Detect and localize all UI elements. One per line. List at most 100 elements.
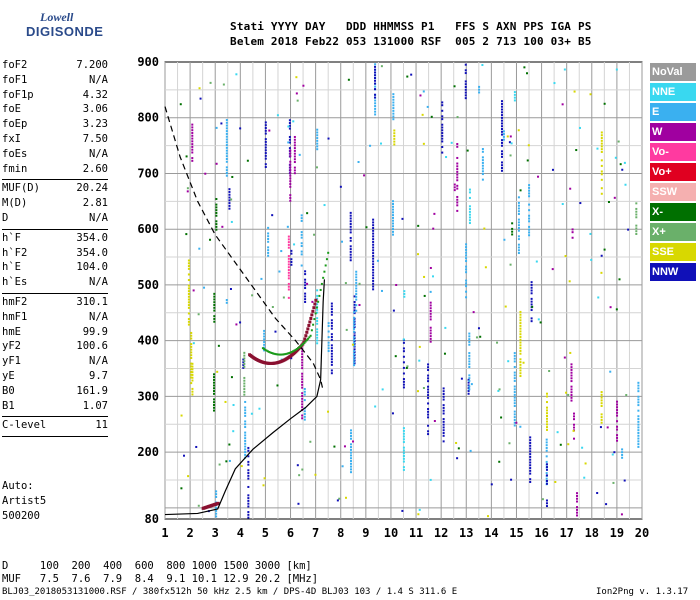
echo-point	[545, 482, 548, 485]
echo-point	[295, 76, 298, 79]
echo-point	[468, 208, 471, 211]
echo-point	[442, 412, 445, 415]
x-trace-point	[327, 251, 330, 254]
x-tick-label: 17	[559, 526, 573, 540]
echo-point	[441, 126, 444, 129]
echo-point	[287, 255, 290, 258]
echo-point	[528, 203, 531, 206]
echo-point	[262, 484, 265, 487]
echo-point	[500, 114, 503, 117]
echo-point	[450, 141, 453, 144]
echo-point	[519, 333, 522, 336]
echo-point	[519, 369, 522, 372]
x-trace-point	[271, 352, 274, 355]
echo-point	[519, 375, 522, 378]
x-trace-point	[275, 353, 278, 356]
parameter-name: M(D)	[2, 197, 28, 210]
echo-point	[513, 377, 516, 380]
echo-point	[502, 133, 505, 136]
echo-point	[225, 155, 228, 158]
echo-point	[589, 93, 592, 96]
parameter-value: N/A	[89, 211, 108, 224]
echo-point	[519, 310, 522, 313]
echo-point	[372, 268, 375, 271]
echo-point	[545, 444, 548, 447]
echo-point	[635, 210, 638, 213]
echo-point	[225, 301, 228, 304]
echo-point	[349, 248, 352, 251]
parameter-row: B1 1.07	[2, 399, 108, 414]
echo-point	[349, 460, 352, 463]
echo-point	[513, 405, 516, 408]
o-trace-point	[309, 316, 313, 320]
auto-program: Artist5	[2, 495, 47, 507]
echo-point	[349, 259, 352, 262]
x-trace-point	[285, 352, 288, 355]
echo-point	[243, 351, 246, 354]
echo-point	[287, 271, 290, 274]
echo-point	[287, 235, 290, 238]
echo-point	[372, 240, 375, 243]
echo-point	[300, 253, 303, 256]
echo-point	[349, 239, 352, 242]
o-trace-point	[303, 337, 307, 341]
o-trace-point	[310, 313, 314, 317]
echo-point	[289, 155, 292, 158]
echo-point	[502, 138, 505, 141]
echo-point	[427, 410, 430, 413]
echo-point	[427, 396, 430, 399]
echo-point	[603, 102, 606, 105]
echo-point	[513, 421, 516, 424]
echo-point	[456, 145, 459, 148]
echo-point	[545, 441, 548, 444]
echo-point	[504, 305, 507, 308]
echo-point	[230, 198, 233, 201]
echo-point	[304, 295, 307, 298]
echo-point	[402, 378, 405, 381]
echo-point	[483, 227, 486, 230]
echo-point	[264, 163, 267, 166]
echo-point	[220, 122, 223, 125]
echo-point	[330, 333, 333, 336]
echo-point	[513, 413, 516, 416]
echo-point	[500, 133, 503, 136]
echo-point	[186, 190, 189, 193]
echo-point	[242, 364, 245, 367]
echo-point	[355, 284, 358, 287]
echo-point	[468, 343, 471, 346]
echo-point	[571, 236, 574, 239]
echo-point	[301, 378, 304, 381]
echo-point	[467, 389, 470, 392]
echo-point	[372, 254, 375, 257]
echo-point	[217, 344, 220, 347]
x-trace-point	[313, 318, 316, 321]
echo-point	[621, 451, 624, 454]
echo-point	[244, 431, 247, 434]
echo-point	[478, 88, 481, 91]
echo-point	[600, 413, 603, 416]
echo-point	[609, 370, 612, 373]
echo-point	[372, 218, 375, 221]
echo-point	[637, 387, 640, 390]
echo-point	[187, 301, 190, 304]
echo-point	[213, 381, 216, 384]
echo-point	[529, 461, 532, 464]
echo-point	[616, 406, 619, 409]
parameter-value: N/A	[89, 147, 108, 160]
echo-point	[570, 371, 573, 374]
echo-point	[441, 129, 444, 132]
echo-point	[402, 441, 405, 444]
echo-point	[225, 144, 228, 147]
parameter-separator	[2, 416, 108, 418]
echo-point	[392, 95, 395, 98]
echo-point	[576, 514, 579, 517]
echo-point	[190, 357, 193, 360]
echo-point	[537, 175, 540, 178]
echo-point	[427, 369, 430, 372]
echo-point	[199, 97, 202, 100]
echo-point	[442, 440, 445, 443]
x-trace-point	[263, 348, 266, 351]
echo-point	[467, 387, 470, 390]
echo-point	[247, 449, 250, 452]
echo-point	[293, 166, 296, 169]
